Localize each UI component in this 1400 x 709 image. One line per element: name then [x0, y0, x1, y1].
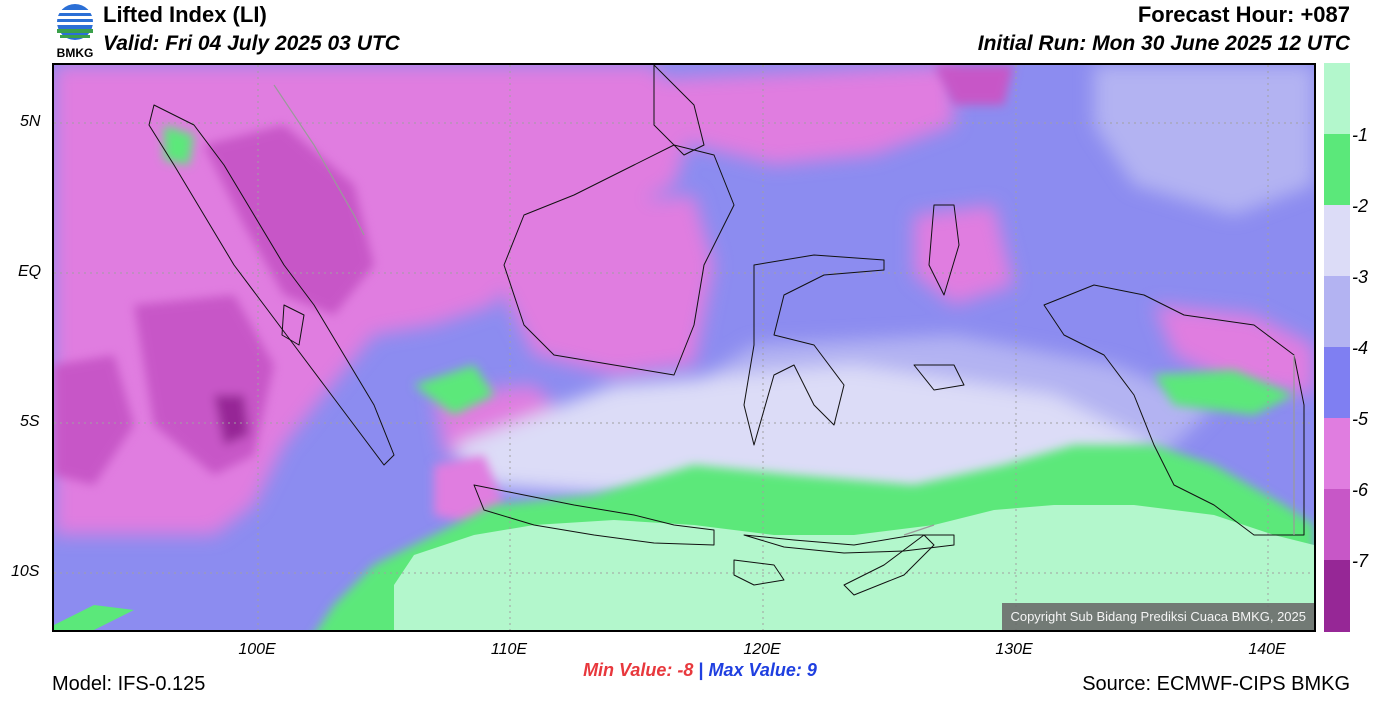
coastline-seram	[913, 364, 965, 391]
legend-label: -2	[1352, 196, 1369, 216]
field-zone	[494, 195, 714, 375]
lon-label: 140E	[1248, 641, 1286, 658]
legend-label: -7	[1352, 551, 1369, 571]
field-zone	[1094, 65, 1314, 215]
lat-label: 10S	[11, 563, 40, 580]
legend-swatch	[1324, 418, 1350, 489]
field-zone	[934, 65, 1014, 105]
min-value: -8	[677, 660, 694, 680]
coastline-nusa-tenggara	[743, 534, 955, 554]
field-zone	[214, 395, 249, 445]
coastline-sulawesi	[743, 254, 885, 446]
legend-label: -4	[1352, 338, 1369, 358]
legend-label: -6	[1352, 480, 1369, 500]
legend-swatch	[1324, 205, 1350, 276]
lat-label: 5S	[20, 413, 40, 430]
coastline-papua	[1043, 284, 1305, 536]
logo-text: BMKG	[56, 46, 94, 60]
forecast-hour: Forecast Hour: +087	[1137, 2, 1350, 27]
initial-run: Initial Run: Mon 30 June 2025 12 UTC	[977, 32, 1350, 55]
model-info: Model: IFS-0.125	[52, 673, 206, 695]
min-value-label: Min Value:	[583, 660, 673, 680]
map-title: Lifted Index (LI)	[103, 2, 267, 27]
coastline-java	[473, 484, 715, 546]
coastline-island	[281, 304, 305, 346]
lon-label: 100E	[238, 641, 276, 658]
field-zone	[54, 355, 134, 485]
legend-swatch	[1324, 347, 1350, 418]
lat-label: 5N	[20, 113, 41, 130]
legend-label: -1	[1352, 125, 1369, 145]
lon-label: 110E	[490, 641, 528, 658]
color-legend	[1324, 63, 1350, 632]
field-zone	[394, 505, 1314, 630]
legend-swatch	[1324, 134, 1350, 205]
coastline-timor	[843, 534, 935, 596]
bmkg-logo-icon	[57, 4, 93, 40]
field-zone	[414, 365, 494, 415]
legend-label: -5	[1352, 409, 1369, 429]
field-zone	[54, 605, 134, 630]
separator: |	[698, 660, 704, 680]
lat-label: EQ	[18, 263, 42, 280]
coastline-sabah	[653, 65, 705, 156]
field-zone	[1154, 370, 1294, 415]
legend-swatch	[1324, 276, 1350, 347]
valid-time: Valid: Fri 04 July 2025 03 UTC	[103, 32, 400, 55]
field-zone	[434, 455, 504, 525]
border-line	[903, 524, 935, 536]
coastline-borneo	[503, 144, 735, 376]
max-value-label: Max Value:	[708, 660, 802, 680]
coastline-sumba	[733, 559, 785, 586]
field-zone	[514, 65, 954, 165]
coastline-halmahera	[928, 204, 960, 296]
legend-swatch	[1324, 63, 1350, 134]
field-zone	[204, 125, 374, 315]
lon-label: 130E	[995, 641, 1033, 658]
field-zone	[164, 125, 194, 165]
lon-label: 120E	[743, 641, 781, 658]
field-zone	[1154, 305, 1314, 395]
legend-swatch	[1324, 560, 1350, 632]
max-value: 9	[806, 660, 817, 680]
field-zone	[914, 205, 1014, 305]
field-zone	[454, 365, 1154, 505]
bmkg-logo: BMKG	[52, 2, 98, 62]
legend-label: -3	[1352, 267, 1369, 287]
lifted-index-map: Copyright Sub Bidang Prediksi Cuaca BMKG…	[52, 63, 1316, 632]
min-max-values: Min Value: -8 | Max Value: 9	[0, 660, 1400, 681]
map-canvas	[54, 65, 1314, 630]
border-line	[273, 84, 365, 236]
copyright-text: Copyright Sub Bidang Prediksi Cuaca BMKG…	[1002, 603, 1314, 630]
source-info: Source: ECMWF-CIPS BMKG	[1082, 673, 1350, 695]
coastline-sumatra	[148, 104, 395, 466]
legend-swatch	[1324, 489, 1350, 560]
